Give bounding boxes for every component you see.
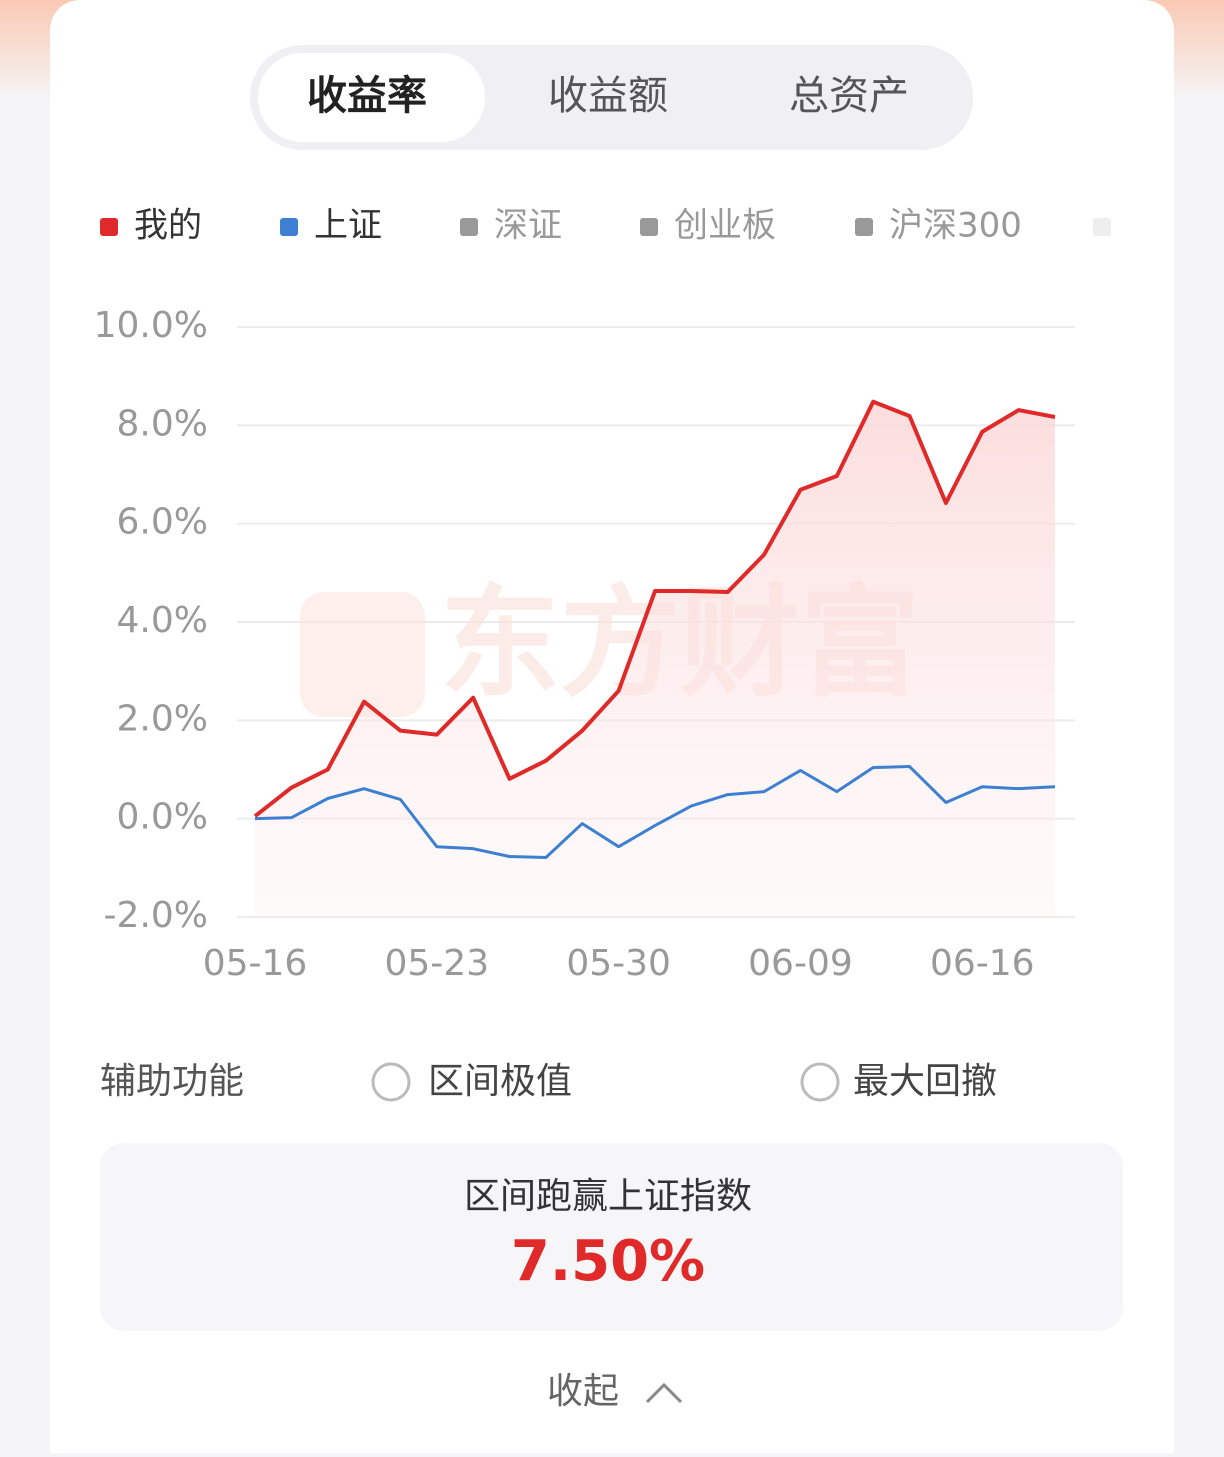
- legend-marker: [855, 218, 873, 236]
- y-tick-label: -2.0%: [104, 895, 208, 936]
- summary-title: 区间跑赢上证指数: [464, 1176, 752, 1217]
- legend-label: 深证: [494, 206, 562, 246]
- x-tick-label: 05-23: [385, 943, 490, 984]
- x-tick-label: 06-16: [930, 943, 1035, 984]
- y-tick-label: 10.0%: [94, 305, 208, 346]
- legend-label: 我的: [134, 206, 202, 246]
- y-tick-label: 6.0%: [117, 502, 208, 543]
- watermark-logo: [300, 592, 425, 717]
- x-tick-label: 05-16: [203, 943, 308, 984]
- aux-option[interactable]: 最大回撤: [853, 1061, 997, 1102]
- legend-label: 创业板: [674, 206, 776, 246]
- y-tick-label: 8.0%: [117, 403, 208, 444]
- line: [253, 399, 1056, 818]
- summary-box: [100, 1143, 1123, 1331]
- line: [254, 765, 1056, 860]
- legend-label: 上证: [314, 206, 382, 246]
- y-tick-label: 2.0%: [117, 698, 208, 739]
- chart: 我的 上证 深证 创业板 沪深300 -2.0% 0.0% 2.0% 4.0% 6.0% 8.0% 1…: [94, 206, 1111, 984]
- area: [255, 401, 1055, 917]
- legend-label: 沪深300: [889, 206, 1022, 246]
- legend-marker: [1093, 218, 1111, 236]
- tab[interactable]: 总资产: [789, 73, 909, 119]
- radio[interactable]: [371, 1062, 411, 1102]
- aux-option[interactable]: 区间极值: [428, 1061, 572, 1102]
- legend-marker: [280, 218, 298, 236]
- legend-marker: [640, 218, 658, 236]
- y-tick-label: 4.0%: [117, 600, 208, 641]
- legend-marker: [100, 218, 118, 236]
- tab-active-bg: [258, 53, 485, 142]
- aux-label: 辅助功能: [100, 1061, 244, 1102]
- collapse[interactable]: 收起: [547, 1371, 619, 1412]
- chevron[interactable]: [645, 1382, 683, 1404]
- x-tick-label: 05-30: [566, 943, 671, 984]
- x-tick-label: 06-09: [748, 943, 853, 984]
- summary-value: 7.50%: [511, 1229, 705, 1294]
- legend-marker: [460, 218, 478, 236]
- radio[interactable]: [800, 1062, 840, 1102]
- tab[interactable]: 收益率: [307, 73, 427, 119]
- tab[interactable]: 收益额: [548, 73, 668, 119]
- y-tick-label: 0.0%: [117, 797, 208, 838]
